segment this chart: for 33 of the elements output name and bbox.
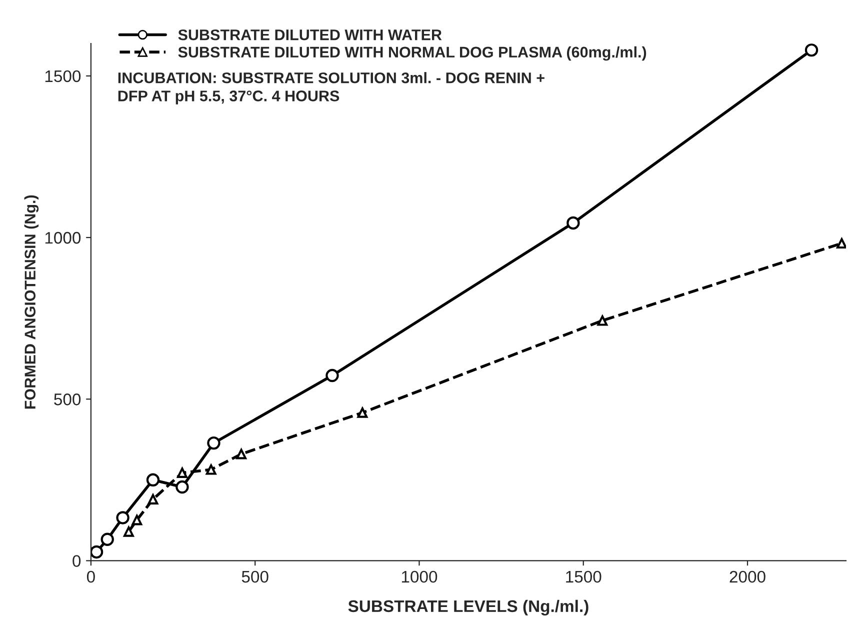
x-tick-label: 0 — [86, 570, 95, 583]
point — [90, 545, 104, 559]
y-tick-label: 1500 — [45, 70, 81, 82]
point — [207, 436, 220, 450]
x-tick-label: 1500 — [566, 570, 602, 583]
y-tick-label: 0 — [72, 555, 81, 567]
point — [176, 480, 189, 494]
annotation: INCUBATION: SUBSTRATE SOLUTION 3ml. - DOG RENIN + — [118, 72, 544, 84]
point — [566, 216, 580, 230]
point — [116, 511, 130, 524]
point — [357, 407, 368, 418]
y-axis-title: FORMED ANGIOTENSIN (Ng.) — [24, 195, 39, 409]
x-tick-label: 500 — [242, 570, 268, 583]
x-axis-title: SUBSTRATE LEVELS (Ng./ml.) — [348, 600, 588, 616]
point — [597, 315, 608, 326]
annotation: DFP AT pH 5.5, 37°C. 4 HOURS — [118, 90, 340, 104]
point — [177, 468, 188, 478]
point — [836, 238, 846, 249]
point — [326, 368, 339, 382]
x-tick-label: 2000 — [730, 570, 766, 583]
point — [206, 464, 216, 475]
point — [123, 526, 134, 537]
legend-label: SUBSTRATE DILUTED WITH NORMAL DOG PLASMA (60mg./ml.) — [178, 46, 646, 61]
point — [148, 494, 158, 505]
y-tick-label: 1000 — [45, 232, 81, 244]
point — [236, 448, 247, 460]
point — [100, 532, 114, 546]
point — [804, 44, 818, 57]
x-tick-label: 1000 — [402, 570, 438, 583]
legend-label: SUBSTRATE DILUTED WITH WATER — [178, 29, 442, 40]
point — [132, 514, 142, 526]
y-tick-label: 500 — [54, 394, 81, 406]
point — [146, 473, 160, 487]
